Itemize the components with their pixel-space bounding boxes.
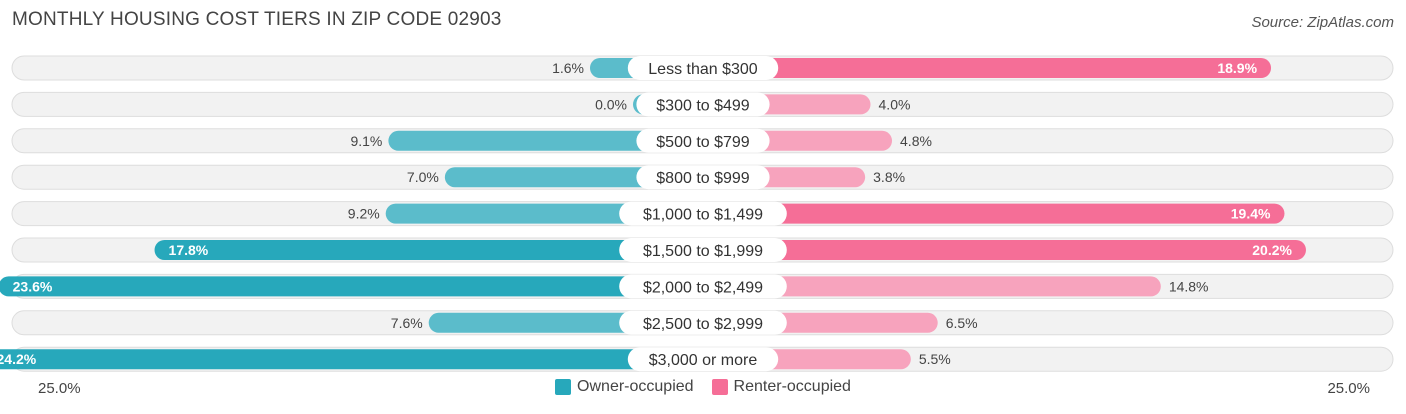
category-pill (619, 201, 787, 226)
row-4: $1,000 to $1,499 9.2% 19.4% (11, 201, 1394, 227)
owner-bar (154, 240, 703, 260)
row-8: $3,000 or more 24.2% 5.5% (0, 346, 1394, 372)
renter-bar (703, 276, 1161, 297)
row-7: $2,500 to $2,999 7.6% 6.5% (11, 310, 1394, 336)
renter-value-label: 20.2% (1252, 242, 1292, 258)
renter-value-label: 4.8% (900, 133, 932, 149)
category-label: $2,500 to $2,999 (643, 316, 763, 333)
owner-value-label: 24.2% (0, 351, 37, 367)
row-0: Less than $300 1.6% 18.9% (11, 55, 1394, 81)
owner-bar (388, 130, 703, 151)
category-pill (619, 310, 787, 335)
row-3: $800 to $999 7.0% 3.8% (11, 164, 1394, 190)
owner-value-label: 1.6% (552, 60, 584, 76)
owner-value-label: 23.6% (13, 278, 53, 294)
category-label: $800 to $999 (656, 170, 750, 187)
owner-swatch (555, 379, 572, 395)
owner-bar (0, 276, 703, 297)
renter-value-label: 19.4% (1231, 206, 1271, 222)
axis-right-label: 25.0% (1327, 380, 1370, 397)
category-pill (619, 274, 787, 299)
category-pill (636, 128, 770, 153)
category-pill (636, 165, 770, 190)
renter-value-label: 14.8% (1169, 278, 1209, 294)
category-label: Less than $300 (648, 61, 758, 78)
renter-bar (703, 203, 1285, 224)
category-label: $1,000 to $1,499 (643, 207, 763, 224)
owner-value-label: 9.2% (348, 206, 380, 222)
owner-value-label: 9.1% (350, 133, 382, 149)
owner-value-label: 7.6% (391, 315, 423, 331)
category-pill (619, 238, 787, 262)
chart-title: MONTHLY HOUSING COST TIERS IN ZIP CODE 0… (12, 9, 502, 30)
row-5: $1,500 to $1,999 17.8% 20.2% (11, 237, 1394, 263)
source-label: Source: ZipAtlas.com (1251, 14, 1394, 31)
renter-swatch (711, 379, 728, 395)
legend-item-renter: Renter-occupied (711, 378, 851, 396)
renter-value-label: 4.0% (879, 96, 911, 112)
category-label: $300 to $499 (656, 97, 750, 114)
owner-value-label: 0.0% (595, 96, 627, 112)
renter-value-label: 3.8% (873, 169, 905, 185)
category-label: $1,500 to $1,999 (643, 243, 763, 260)
renter-bar (703, 58, 1272, 78)
row-6: $2,000 to $2,499 23.6% 14.8% (0, 273, 1394, 299)
category-label: $500 to $799 (656, 134, 750, 151)
renter-value-label: 5.5% (919, 351, 951, 367)
owner-value-label: 7.0% (407, 169, 439, 185)
row-2: $500 to $799 9.1% 4.8% (11, 128, 1394, 154)
category-pill (627, 347, 779, 372)
legend: Owner-occupied Renter-occupied (0, 378, 1406, 396)
category-label: $2,000 to $2,499 (643, 279, 763, 296)
legend-item-owner: Owner-occupied (555, 378, 694, 396)
category-pill (627, 56, 779, 80)
legend-owner-label: Owner-occupied (577, 378, 694, 395)
renter-bar (703, 240, 1306, 260)
category-pill (636, 92, 770, 117)
axis-left-label: 25.0% (38, 380, 81, 397)
row-1: $300 to $499 0.0% 4.0% (11, 91, 1394, 117)
category-label: $3,000 or more (649, 352, 758, 369)
renter-value-label: 18.9% (1217, 60, 1257, 76)
owner-value-label: 17.8% (169, 242, 209, 258)
renter-value-label: 6.5% (946, 315, 978, 331)
owner-bar (0, 349, 703, 370)
legend-renter-label: Renter-occupied (733, 378, 851, 395)
